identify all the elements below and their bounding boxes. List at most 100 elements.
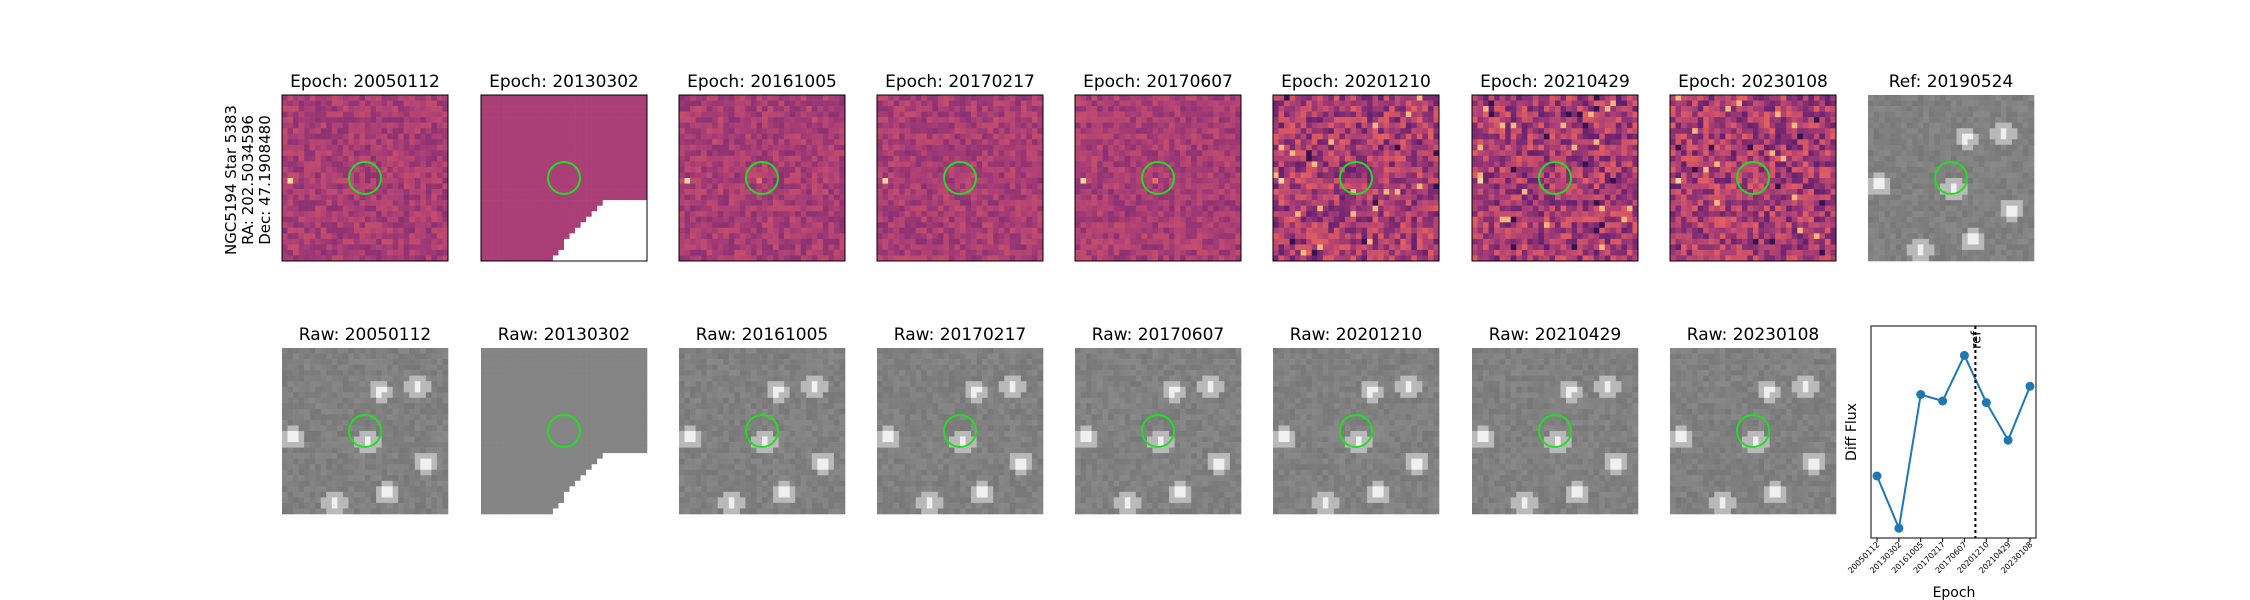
image-pixel bbox=[519, 222, 526, 229]
panel-frame bbox=[678, 94, 846, 262]
image-pixel bbox=[1339, 100, 1346, 107]
image-pixel bbox=[1080, 155, 1087, 162]
image-pixel bbox=[558, 122, 565, 129]
image-pixel bbox=[1207, 211, 1214, 218]
image-pixel bbox=[932, 227, 939, 234]
image-pixel bbox=[282, 122, 288, 129]
image-pixel bbox=[1344, 106, 1351, 112]
image-pixel bbox=[728, 139, 735, 146]
image-pixel bbox=[767, 200, 774, 206]
image-pixel bbox=[910, 150, 917, 157]
image-pixel bbox=[569, 144, 576, 151]
image-pixel bbox=[536, 194, 543, 201]
image-pixel bbox=[948, 128, 955, 135]
image-pixel bbox=[971, 133, 977, 140]
image-pixel bbox=[1037, 111, 1044, 118]
image-pixel bbox=[293, 139, 299, 146]
image-pixel bbox=[712, 111, 719, 118]
image-pixel bbox=[403, 155, 410, 162]
image-pixel bbox=[1158, 172, 1164, 179]
image-pixel bbox=[1020, 100, 1027, 107]
image-pixel bbox=[1224, 133, 1231, 140]
image-pixel bbox=[409, 117, 416, 123]
image-pixel bbox=[442, 133, 449, 140]
image-pixel bbox=[486, 111, 493, 118]
image-pixel bbox=[613, 200, 620, 206]
image-pixel bbox=[619, 122, 626, 129]
image-pixel bbox=[398, 244, 405, 251]
image-pixel bbox=[381, 205, 388, 212]
image-pixel bbox=[833, 172, 840, 179]
image-pixel bbox=[937, 155, 944, 162]
image-pixel bbox=[839, 111, 846, 118]
image-pixel bbox=[910, 205, 917, 212]
image-pixel bbox=[1146, 244, 1153, 251]
image-pixel bbox=[784, 166, 790, 173]
image-pixel bbox=[893, 183, 900, 190]
star-label-line1: NGC5194 Star 5383 bbox=[222, 105, 240, 255]
image-pixel bbox=[304, 95, 310, 101]
image-pixel bbox=[1119, 172, 1126, 179]
image-pixel bbox=[1119, 128, 1126, 135]
image-pixel bbox=[1102, 222, 1109, 229]
image-pixel bbox=[1378, 161, 1384, 168]
image-pixel bbox=[789, 172, 796, 179]
image-pixel bbox=[608, 249, 615, 256]
image-pixel bbox=[1202, 122, 1209, 129]
image-pixel bbox=[982, 178, 988, 184]
image-pixel bbox=[1350, 128, 1357, 135]
image-pixel bbox=[370, 194, 377, 201]
image-pixel bbox=[795, 172, 802, 179]
image-pixel bbox=[1207, 227, 1214, 234]
image-pixel bbox=[503, 227, 509, 234]
image-pixel bbox=[1130, 205, 1137, 212]
image-pixel bbox=[304, 200, 310, 206]
image-pixel bbox=[773, 200, 779, 206]
image-pixel bbox=[1356, 172, 1362, 179]
image-pixel bbox=[1185, 216, 1192, 223]
image-pixel bbox=[921, 150, 928, 157]
image-pixel bbox=[1180, 106, 1186, 112]
image-pixel bbox=[1004, 111, 1011, 118]
image-pixel bbox=[915, 155, 922, 162]
image-pixel bbox=[893, 133, 900, 140]
image-pixel bbox=[712, 244, 719, 251]
image-pixel bbox=[795, 144, 802, 151]
image-pixel bbox=[282, 133, 288, 140]
image-pixel bbox=[993, 189, 1000, 195]
target-circle bbox=[943, 161, 977, 195]
image-pixel bbox=[712, 194, 719, 201]
image-pixel bbox=[795, 95, 802, 101]
image-pixel bbox=[370, 216, 377, 223]
image-pixel bbox=[734, 106, 741, 112]
image-pixel bbox=[641, 216, 648, 223]
image-pixel bbox=[1174, 227, 1181, 234]
image-pixel bbox=[833, 117, 840, 123]
image-pixel bbox=[1383, 178, 1390, 184]
image-pixel bbox=[282, 128, 288, 135]
image-pixel bbox=[1213, 178, 1220, 184]
image-pixel bbox=[954, 216, 961, 223]
image-pixel bbox=[1152, 255, 1159, 262]
image-pixel bbox=[1411, 128, 1418, 135]
image-pixel bbox=[893, 211, 900, 218]
image-pixel bbox=[701, 122, 707, 129]
image-pixel bbox=[921, 194, 928, 201]
image-pixel bbox=[580, 227, 587, 234]
image-pixel bbox=[899, 249, 905, 256]
image-pixel bbox=[690, 133, 696, 140]
image-pixel bbox=[541, 222, 548, 229]
image-pixel bbox=[965, 166, 972, 173]
image-pixel bbox=[530, 178, 537, 184]
image-pixel bbox=[442, 233, 449, 240]
image-pixel bbox=[960, 144, 966, 151]
image-pixel bbox=[926, 178, 933, 184]
image-pixel bbox=[1185, 227, 1192, 234]
image-pixel bbox=[1213, 238, 1220, 245]
image-pixel bbox=[1350, 166, 1357, 173]
image-pixel bbox=[717, 100, 724, 107]
image-pixel bbox=[1235, 227, 1242, 234]
image-pixel bbox=[1306, 117, 1313, 123]
image-pixel bbox=[381, 161, 388, 168]
image-pixel bbox=[910, 100, 917, 107]
